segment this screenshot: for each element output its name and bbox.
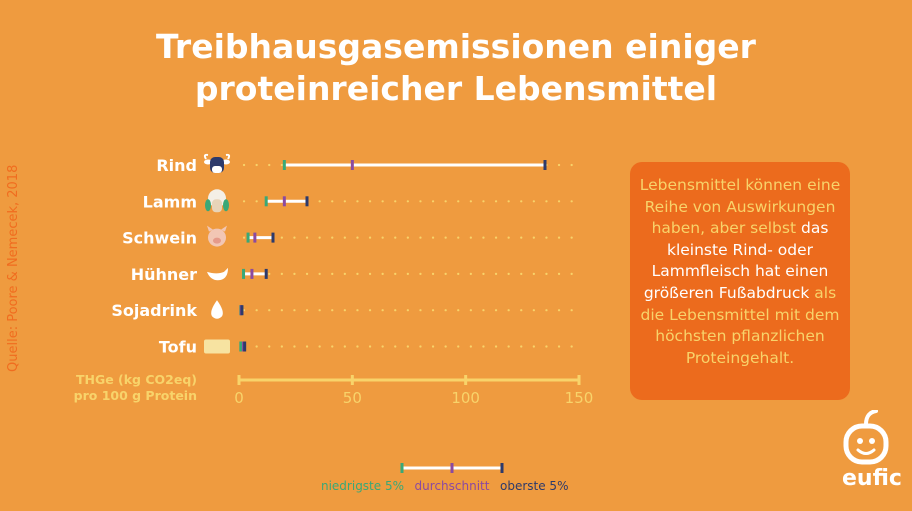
callout-part-2: das kleinste Rind- oder Lammfleisch hat … [643,219,829,302]
category-label-3: Hühner [131,265,197,284]
eufic-apple-icon [843,410,889,465]
title-line-1: Treibhausgasemissionen einiger [156,27,756,66]
x-tick-label-3: 150 [565,389,594,407]
legend-high-marker [500,463,504,473]
pig-icon [207,225,227,247]
avg-marker-2 [253,232,257,243]
low-marker-0 [282,160,286,170]
eufic-logo-text: eufic [842,466,902,491]
category-label-1: Lamm [143,192,197,211]
x-axis-label-line-2: pro 100 g Protein [74,388,197,403]
high-marker-2 [271,232,275,243]
info-callout: Lebensmittel können eine Reihe von Auswi… [630,162,850,400]
tofu-icon [204,339,230,354]
category-label-2: Schwein [122,229,197,248]
low-marker-3 [242,268,246,279]
drop-icon [211,300,223,319]
callout-part-3: als die Lebensmittel mit dem höchsten pf… [640,283,840,367]
legend-label-high: oberste 5% [500,479,568,493]
chicken-icon [207,267,228,281]
legend-label-low: niedrigste 5% [321,479,404,493]
legend-avg-marker [450,463,454,473]
callout-part-1: Lebensmittel können eine Reihe von Auswi… [639,176,841,238]
high-marker-3 [264,268,268,279]
avg-marker-0 [350,160,354,170]
cow-icon [203,153,231,173]
sheep-icon [205,189,229,213]
high-marker-0 [543,160,547,170]
chart-title: Treibhausgasemissionen einiger proteinre… [0,26,912,110]
high-marker-1 [305,196,309,207]
title-line-2: proteinreicher Lebensmittel [194,69,718,108]
x-axis-label-line-1: THGe (kg CO2eq) [76,372,197,387]
avg-marker-1 [282,196,286,207]
legend-low-marker [400,463,404,473]
category-label-4: Sojadrink [111,301,197,320]
x-tick-label-1: 50 [343,389,362,407]
x-tick-label-2: 100 [451,389,480,407]
low-marker-1 [264,196,268,207]
legend-label-avg: durchschnitt [415,479,490,493]
avg-marker-3 [250,268,254,279]
category-label-0: Rind [156,156,197,175]
low-marker-5 [239,341,243,352]
low-marker-2 [246,232,250,243]
high-marker-4 [240,305,244,316]
category-label-5: Tofu [159,338,197,357]
high-marker-5 [243,341,247,352]
x-tick-label-0: 0 [234,389,244,407]
